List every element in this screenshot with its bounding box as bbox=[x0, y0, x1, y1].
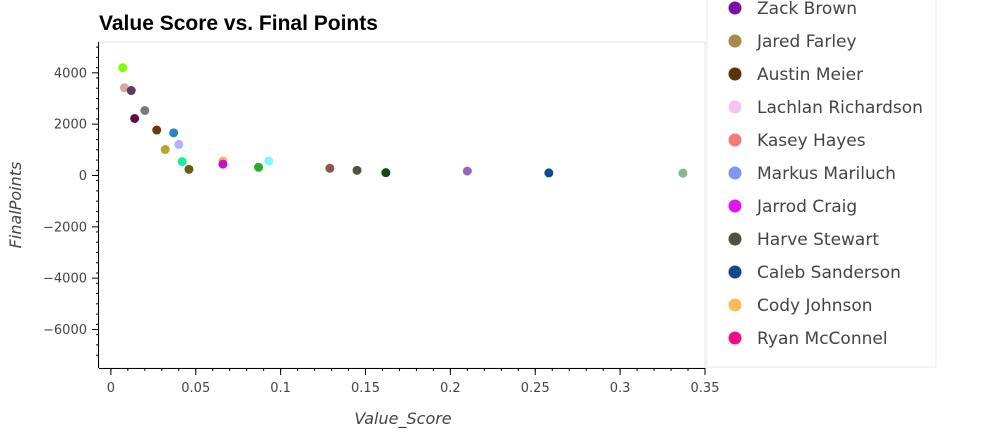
x-axis: 0 0.05 0.1 0.15 0.2 0.25 0.3 0.35 Value_Score bbox=[99, 368, 719, 429]
legend-label: Austin Meier bbox=[757, 65, 863, 85]
y-tick-label: 0 bbox=[79, 169, 87, 184]
chart-title: Value Score vs. Final Points bbox=[99, 12, 378, 35]
x-tick-label: 0.05 bbox=[181, 381, 210, 396]
data-point[interactable] bbox=[140, 106, 150, 116]
legend-marker bbox=[728, 298, 742, 312]
legend-label: Ryan McConnel bbox=[757, 329, 888, 349]
data-point[interactable] bbox=[218, 159, 228, 169]
data-point[interactable] bbox=[177, 157, 187, 167]
legend-label: Zack Brown bbox=[757, 0, 857, 19]
y-axis: −6000 −4000 −2000 0 2000 4000 FinalPoints bbox=[6, 42, 99, 368]
legend-label: Kasey Hayes bbox=[757, 131, 866, 151]
data-point[interactable] bbox=[678, 168, 688, 178]
legend-label: Jared Farley bbox=[756, 32, 857, 52]
legend-box bbox=[706, 0, 937, 368]
legend-marker bbox=[728, 67, 742, 81]
data-point[interactable] bbox=[381, 168, 391, 178]
y-axis-label: FinalPoints bbox=[6, 162, 25, 249]
legend: Zack Brown Jared Farley Austin Meier Lachla… bbox=[706, 0, 937, 368]
plot-frame bbox=[98, 41, 706, 369]
data-point[interactable] bbox=[544, 168, 554, 178]
x-tick-label: 0.3 bbox=[610, 381, 631, 396]
legend-label: Lachlan Richardson bbox=[757, 98, 923, 118]
data-point[interactable] bbox=[160, 145, 170, 155]
x-tick-label: 0 bbox=[107, 381, 115, 396]
x-tick-label: 0.1 bbox=[270, 381, 291, 396]
data-point[interactable] bbox=[352, 165, 362, 175]
legend-marker bbox=[728, 1, 742, 15]
y-tick-label: −6000 bbox=[43, 323, 87, 338]
legend-marker bbox=[728, 133, 742, 147]
legend-marker bbox=[728, 166, 742, 180]
legend-items: Zack Brown Jared Farley Austin Meier Lachla… bbox=[728, 0, 923, 349]
data-point[interactable] bbox=[169, 128, 179, 138]
legend-label: Jarrod Craig bbox=[756, 197, 857, 217]
data-point[interactable] bbox=[264, 156, 274, 166]
legend-label: Markus Mariluch bbox=[757, 164, 896, 184]
data-point[interactable] bbox=[254, 162, 264, 172]
data-point[interactable] bbox=[130, 113, 140, 123]
y-tick-label: 2000 bbox=[54, 118, 87, 133]
data-point[interactable] bbox=[184, 164, 194, 174]
legend-marker bbox=[728, 232, 742, 246]
data-point[interactable] bbox=[462, 166, 472, 176]
legend-marker bbox=[728, 34, 742, 48]
data-point[interactable] bbox=[152, 125, 162, 135]
legend-label: Caleb Sanderson bbox=[757, 263, 901, 283]
plot-area bbox=[98, 41, 706, 369]
data-point[interactable] bbox=[118, 63, 128, 73]
data-point[interactable] bbox=[174, 139, 184, 149]
points-layer bbox=[118, 63, 688, 178]
legend-label: Harve Stewart bbox=[757, 230, 879, 250]
data-point[interactable] bbox=[126, 86, 136, 96]
data-point[interactable] bbox=[325, 163, 335, 173]
x-tick-label: 0.15 bbox=[351, 381, 380, 396]
legend-marker bbox=[728, 100, 742, 114]
x-ticks: 0 0.05 0.1 0.15 0.2 0.25 0.3 0.35 bbox=[107, 368, 720, 396]
x-tick-label: 0.25 bbox=[521, 381, 550, 396]
data-point[interactable] bbox=[119, 83, 129, 93]
x-axis-label: Value_Score bbox=[354, 409, 451, 429]
x-tick-label: 0.35 bbox=[691, 381, 720, 396]
x-tick-label: 0.2 bbox=[440, 381, 461, 396]
legend-marker bbox=[728, 199, 742, 213]
y-tick-label: −4000 bbox=[43, 272, 87, 287]
legend-label: Cody Johnson bbox=[757, 296, 873, 316]
y-ticks: −6000 −4000 −2000 0 2000 4000 bbox=[43, 46, 99, 356]
legend-marker bbox=[728, 331, 742, 345]
y-tick-label: −2000 bbox=[43, 220, 87, 235]
y-tick-label: 4000 bbox=[54, 66, 87, 81]
legend-marker bbox=[728, 265, 742, 279]
